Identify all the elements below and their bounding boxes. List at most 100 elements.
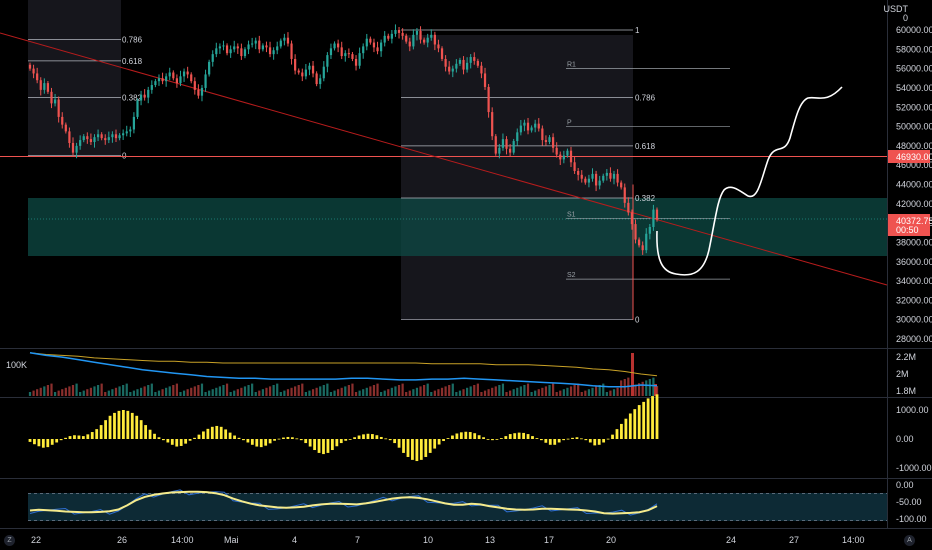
candle-body (365, 38, 368, 47)
volume-bar (362, 389, 365, 396)
candle-body (46, 83, 50, 92)
candle-body (369, 38, 372, 43)
oscillator-bar (455, 433, 459, 439)
candle-body (627, 202, 630, 213)
volume-bar (268, 386, 272, 396)
volume-bar (157, 390, 161, 396)
oscillator-bar (286, 436, 290, 439)
oscillator-bar (108, 415, 112, 439)
candle-body (387, 35, 390, 39)
candle-body (190, 74, 193, 82)
oscillator-bar (446, 438, 450, 439)
volume-bar (132, 390, 136, 396)
oscillator-bar (259, 439, 263, 448)
volume-bar (641, 381, 644, 396)
candle-body (426, 37, 429, 43)
candle-body (261, 45, 264, 50)
volume-bar (175, 383, 179, 396)
zoom-button[interactable]: Z (4, 535, 15, 546)
volume-bar (602, 383, 605, 396)
oscillator-bar (304, 439, 308, 444)
candle-body (465, 62, 469, 70)
volume-bar (634, 384, 637, 396)
volume-bar (89, 387, 93, 396)
volume-bar (551, 383, 555, 396)
volume-bar (28, 392, 32, 396)
oscillator-bar (544, 439, 548, 443)
fib-right-label: 0.786 (635, 94, 656, 103)
volume-bar (294, 386, 297, 396)
volume-bar (154, 392, 157, 396)
candle-body (39, 80, 42, 90)
volume-bar (168, 386, 171, 396)
candle-body (311, 65, 315, 74)
oscillator-bar (384, 438, 388, 440)
candle-body (630, 212, 634, 225)
oscillator-bar (166, 439, 170, 443)
oscillator-bar (130, 412, 134, 439)
oscillator-bar (504, 436, 508, 439)
volume-bar (544, 386, 548, 396)
volume-bar (172, 385, 175, 396)
volume-bar (161, 389, 164, 396)
volume-bar (86, 389, 89, 396)
oscillator-bar (117, 410, 121, 439)
rsi-axis: 0.00 -50.00 -100.00 (896, 480, 927, 524)
candle-body (193, 81, 196, 90)
oscillator-bar (531, 436, 534, 439)
volume-bar (233, 390, 236, 396)
volume-bar (111, 389, 114, 396)
volume-bar (93, 386, 96, 396)
oscillator-bar (206, 428, 210, 439)
candle-body (114, 134, 118, 139)
volume-bar (487, 389, 490, 396)
oscillator-bar (473, 433, 477, 439)
candle-body (165, 76, 168, 82)
time-tick-label: 14:00 (842, 535, 865, 545)
candle-body (555, 147, 558, 155)
volume-bar (387, 389, 390, 396)
candle-body (276, 46, 279, 51)
oscillator-bar (402, 439, 405, 453)
volume-pane (28, 352, 659, 396)
rsi-tick-label: -50.00 (896, 497, 922, 507)
candle-body (537, 123, 540, 129)
price-axis[interactable]: 60000.00 58000.00 56000.00 54000.00 52000.00… (896, 25, 932, 344)
oscillator-bar (95, 429, 99, 439)
candle-body (498, 147, 501, 154)
oscillator-bar (73, 435, 76, 439)
oscillator-bar (339, 439, 343, 444)
fib-left-label: 0.382 (122, 94, 143, 103)
volume-bar (423, 385, 426, 396)
volume-bar (530, 392, 533, 396)
resistance-tag (888, 150, 930, 163)
oscillator-bar (362, 434, 365, 439)
oscillator-bar (642, 401, 646, 439)
oscillator-bar (55, 439, 59, 443)
candle-body (53, 99, 57, 104)
volume-bar (36, 389, 39, 396)
candle-body (265, 45, 268, 48)
volume-bar (412, 389, 415, 396)
oscillator-bar (64, 437, 67, 439)
rsi-pane (29, 489, 658, 516)
oscillator-bar (393, 439, 397, 444)
volume-bar (648, 379, 651, 396)
time-axis[interactable]: 22 26 14:00 Mai 4 7 10 13 17 20 24 27 14:00 (31, 535, 865, 545)
auto-scale-button[interactable]: A (904, 535, 915, 546)
volume-bar (340, 387, 343, 396)
volume-bar (46, 385, 50, 396)
fib-right-area (401, 35, 633, 320)
volume-bar (329, 392, 333, 396)
candle-body (236, 46, 239, 49)
volume-bar (376, 383, 379, 396)
volume-bar (440, 387, 444, 396)
candle-body (283, 37, 286, 41)
candle-body (569, 150, 573, 163)
volume-bar (337, 389, 340, 396)
volume-bar (397, 385, 401, 396)
oscillator-bar (326, 439, 330, 453)
candle-body (394, 30, 397, 34)
quote-currency[interactable]: USDT (883, 4, 909, 14)
